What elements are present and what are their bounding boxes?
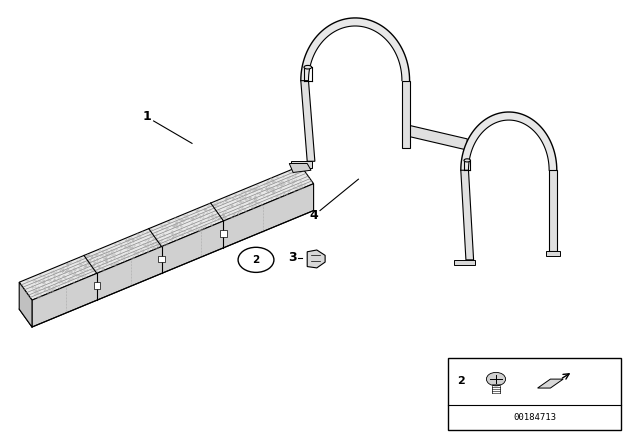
Polygon shape bbox=[461, 170, 474, 260]
Polygon shape bbox=[461, 112, 557, 170]
Polygon shape bbox=[301, 18, 410, 81]
Polygon shape bbox=[19, 282, 32, 327]
Text: 2: 2 bbox=[457, 376, 465, 386]
Polygon shape bbox=[19, 166, 314, 300]
Polygon shape bbox=[454, 260, 475, 265]
Text: 1: 1 bbox=[143, 110, 152, 123]
Polygon shape bbox=[546, 251, 560, 256]
Text: 4: 4 bbox=[309, 208, 318, 222]
Polygon shape bbox=[307, 250, 325, 268]
FancyBboxPatch shape bbox=[448, 358, 621, 430]
Polygon shape bbox=[301, 81, 315, 161]
Polygon shape bbox=[538, 379, 563, 388]
Circle shape bbox=[486, 372, 506, 386]
Ellipse shape bbox=[464, 159, 470, 162]
Polygon shape bbox=[220, 230, 227, 237]
Polygon shape bbox=[289, 164, 311, 172]
Ellipse shape bbox=[304, 65, 312, 69]
Polygon shape bbox=[410, 125, 467, 150]
Polygon shape bbox=[291, 161, 312, 168]
Text: 00184713: 00184713 bbox=[513, 414, 556, 422]
Polygon shape bbox=[158, 255, 164, 262]
Polygon shape bbox=[402, 81, 410, 148]
Text: 2: 2 bbox=[252, 255, 260, 265]
Polygon shape bbox=[32, 184, 314, 327]
Polygon shape bbox=[93, 282, 100, 289]
Text: 3: 3 bbox=[288, 251, 297, 264]
Polygon shape bbox=[549, 170, 557, 251]
